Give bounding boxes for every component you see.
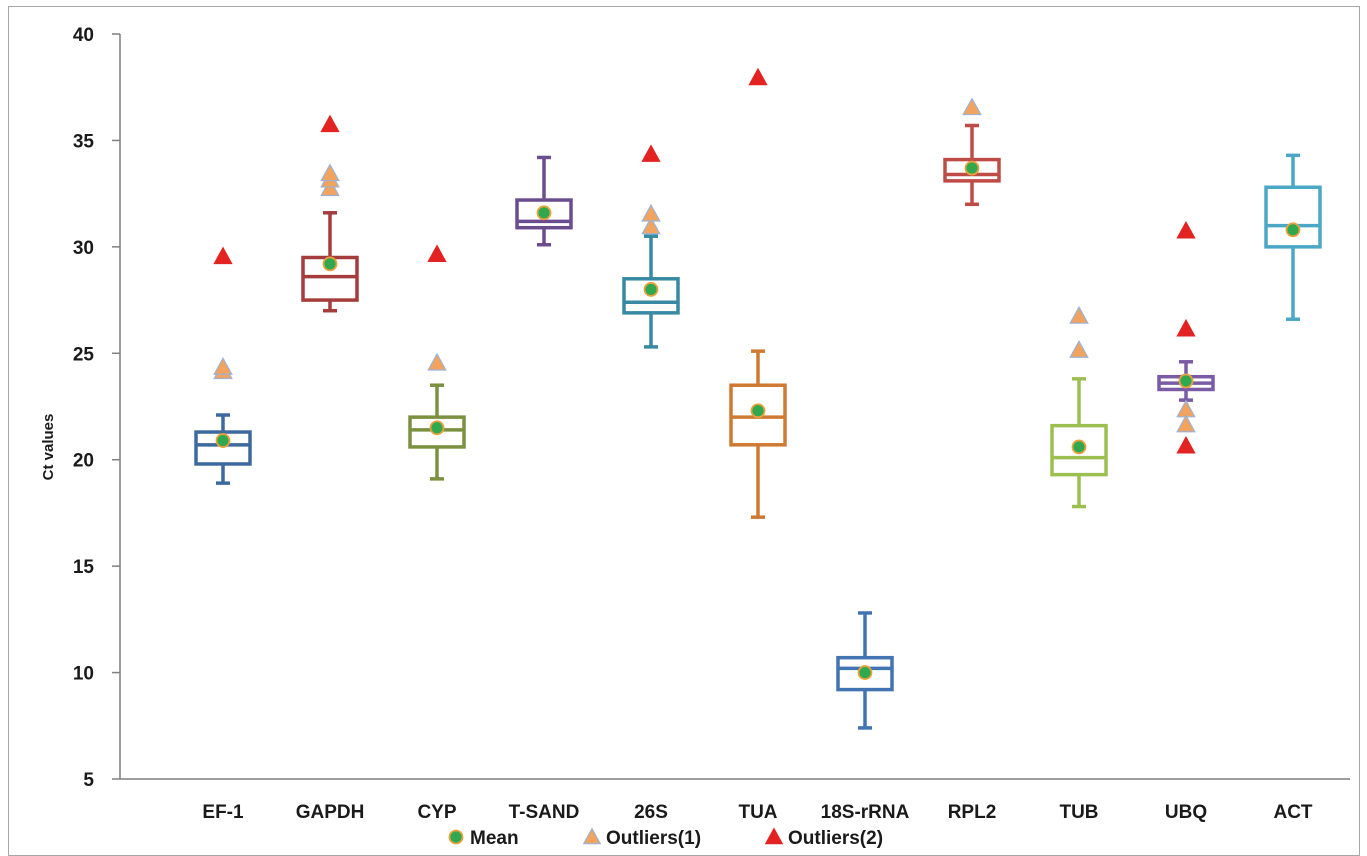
y-tick-label: 30 <box>73 238 94 259</box>
outlier-1-marker <box>642 205 660 221</box>
category-label: UBQ <box>1165 802 1207 823</box>
box-ubq <box>1159 222 1213 453</box>
outlier-2-marker <box>1177 320 1195 336</box>
outlier-1-marker <box>321 165 339 181</box>
legend: Mean Outliers(1) Outliers(2) <box>450 828 884 849</box>
outlier-1-marker <box>214 358 232 374</box>
mean-marker <box>431 421 444 434</box>
mean-marker <box>752 404 765 417</box>
y-tick-label: 15 <box>73 557 95 578</box>
mean-marker <box>217 434 230 447</box>
outlier-2-marker <box>321 116 339 132</box>
outlier-2-marker <box>1177 437 1195 453</box>
iqr-box <box>1266 187 1320 247</box>
y-tick-label: 35 <box>73 131 95 152</box>
outlier-1-marker <box>428 354 446 370</box>
mean-marker <box>324 257 337 270</box>
category-label: EF-1 <box>202 802 244 823</box>
box-tub <box>1052 307 1106 506</box>
outlier-1-marker <box>1070 307 1088 323</box>
outlier-2-marker <box>642 145 660 161</box>
legend-label: Outliers(1) <box>606 828 701 849</box>
category-label: GAPDH <box>296 802 365 823</box>
legend-mean-icon <box>450 831 463 844</box>
box-rpl2 <box>945 99 999 205</box>
y-tick-label: 10 <box>73 664 94 685</box>
legend-item-mean: Mean <box>450 828 519 849</box>
outlier-2-marker <box>214 248 232 264</box>
legend-label: Outliers(2) <box>788 828 883 849</box>
category-labels: EF-1 GAPDH CYP T-SAND 26S TUA 18S-rRNA RPL2 TUB U… <box>202 802 1313 823</box>
legend-triangle-icon <box>584 829 601 844</box>
mean-marker <box>859 666 872 679</box>
box-26s <box>624 145 678 346</box>
mean-marker <box>966 162 979 175</box>
category-label: 18S-rRNA <box>821 802 910 823</box>
mean-marker <box>1073 440 1086 453</box>
category-label: 26S <box>634 802 668 823</box>
boxes-layer <box>196 69 1320 728</box>
category-label: ACT <box>1273 802 1312 823</box>
y-tick-label: 40 <box>73 25 94 46</box>
box-ef-1 <box>196 248 250 484</box>
legend-triangle-icon <box>766 829 783 844</box>
y-tick-label: 5 <box>83 770 94 791</box>
category-label: CYP <box>417 802 456 823</box>
category-label: TUB <box>1059 802 1098 823</box>
box-gapdh <box>303 116 357 311</box>
category-label: T-SAND <box>509 802 580 823</box>
outlier-1-marker <box>1070 341 1088 357</box>
outlier-2-marker <box>1177 222 1195 238</box>
y-tick-label: 25 <box>73 344 95 365</box>
category-label: TUA <box>738 802 777 823</box>
y-axis-label: Ct values <box>40 414 57 481</box>
box-cyp <box>410 245 464 478</box>
mean-marker <box>645 283 658 296</box>
box-tua <box>731 69 785 517</box>
legend-item-out2: Outliers(2) <box>766 828 883 849</box>
mean-marker <box>1180 374 1193 387</box>
box-act <box>1266 155 1320 319</box>
y-axis: 5 10 15 20 25 30 35 40 <box>73 25 1350 791</box>
legend-label: Mean <box>470 828 519 849</box>
outlier-1-marker <box>963 99 981 115</box>
legend-item-out1: Outliers(1) <box>584 828 701 849</box>
y-tick-label: 20 <box>73 451 94 472</box>
mean-marker <box>1287 223 1300 236</box>
outlier-1-marker <box>1177 416 1195 432</box>
outlier-1-marker <box>1177 401 1195 417</box>
box-t-sand <box>517 157 571 244</box>
outlier-2-marker <box>428 245 446 261</box>
mean-marker <box>538 206 551 219</box>
outlier-2-marker <box>749 69 767 85</box>
category-label: RPL2 <box>948 802 997 823</box>
box-18s-rrna <box>838 613 892 728</box>
